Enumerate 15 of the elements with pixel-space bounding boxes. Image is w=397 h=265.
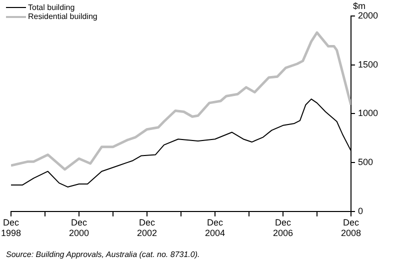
y-tick-label: 2000: [358, 10, 378, 20]
x-tick-label: Dec 2002: [136, 217, 158, 238]
y-axis-title: $m: [352, 0, 366, 11]
x-tick-label: Dec 2004: [204, 217, 226, 238]
x-tick-label: Dec 1998: [0, 217, 22, 238]
legend-label: Residential building: [28, 12, 98, 21]
y-tick-label: 1000: [358, 108, 378, 118]
x-tick-label: Dec 2008: [340, 217, 361, 238]
y-tick-label: 0: [358, 206, 363, 216]
x-tick-label: Dec 2006: [272, 217, 293, 238]
y-tick-label: 500: [358, 157, 374, 168]
x-tick-label: Dec 2000: [68, 217, 90, 238]
legend-label: Total building: [28, 3, 75, 12]
source-note: Source: Building Approvals, Australia (cat. no. 8731.0).: [6, 250, 200, 259]
y-tick-label: 1500: [358, 59, 378, 70]
